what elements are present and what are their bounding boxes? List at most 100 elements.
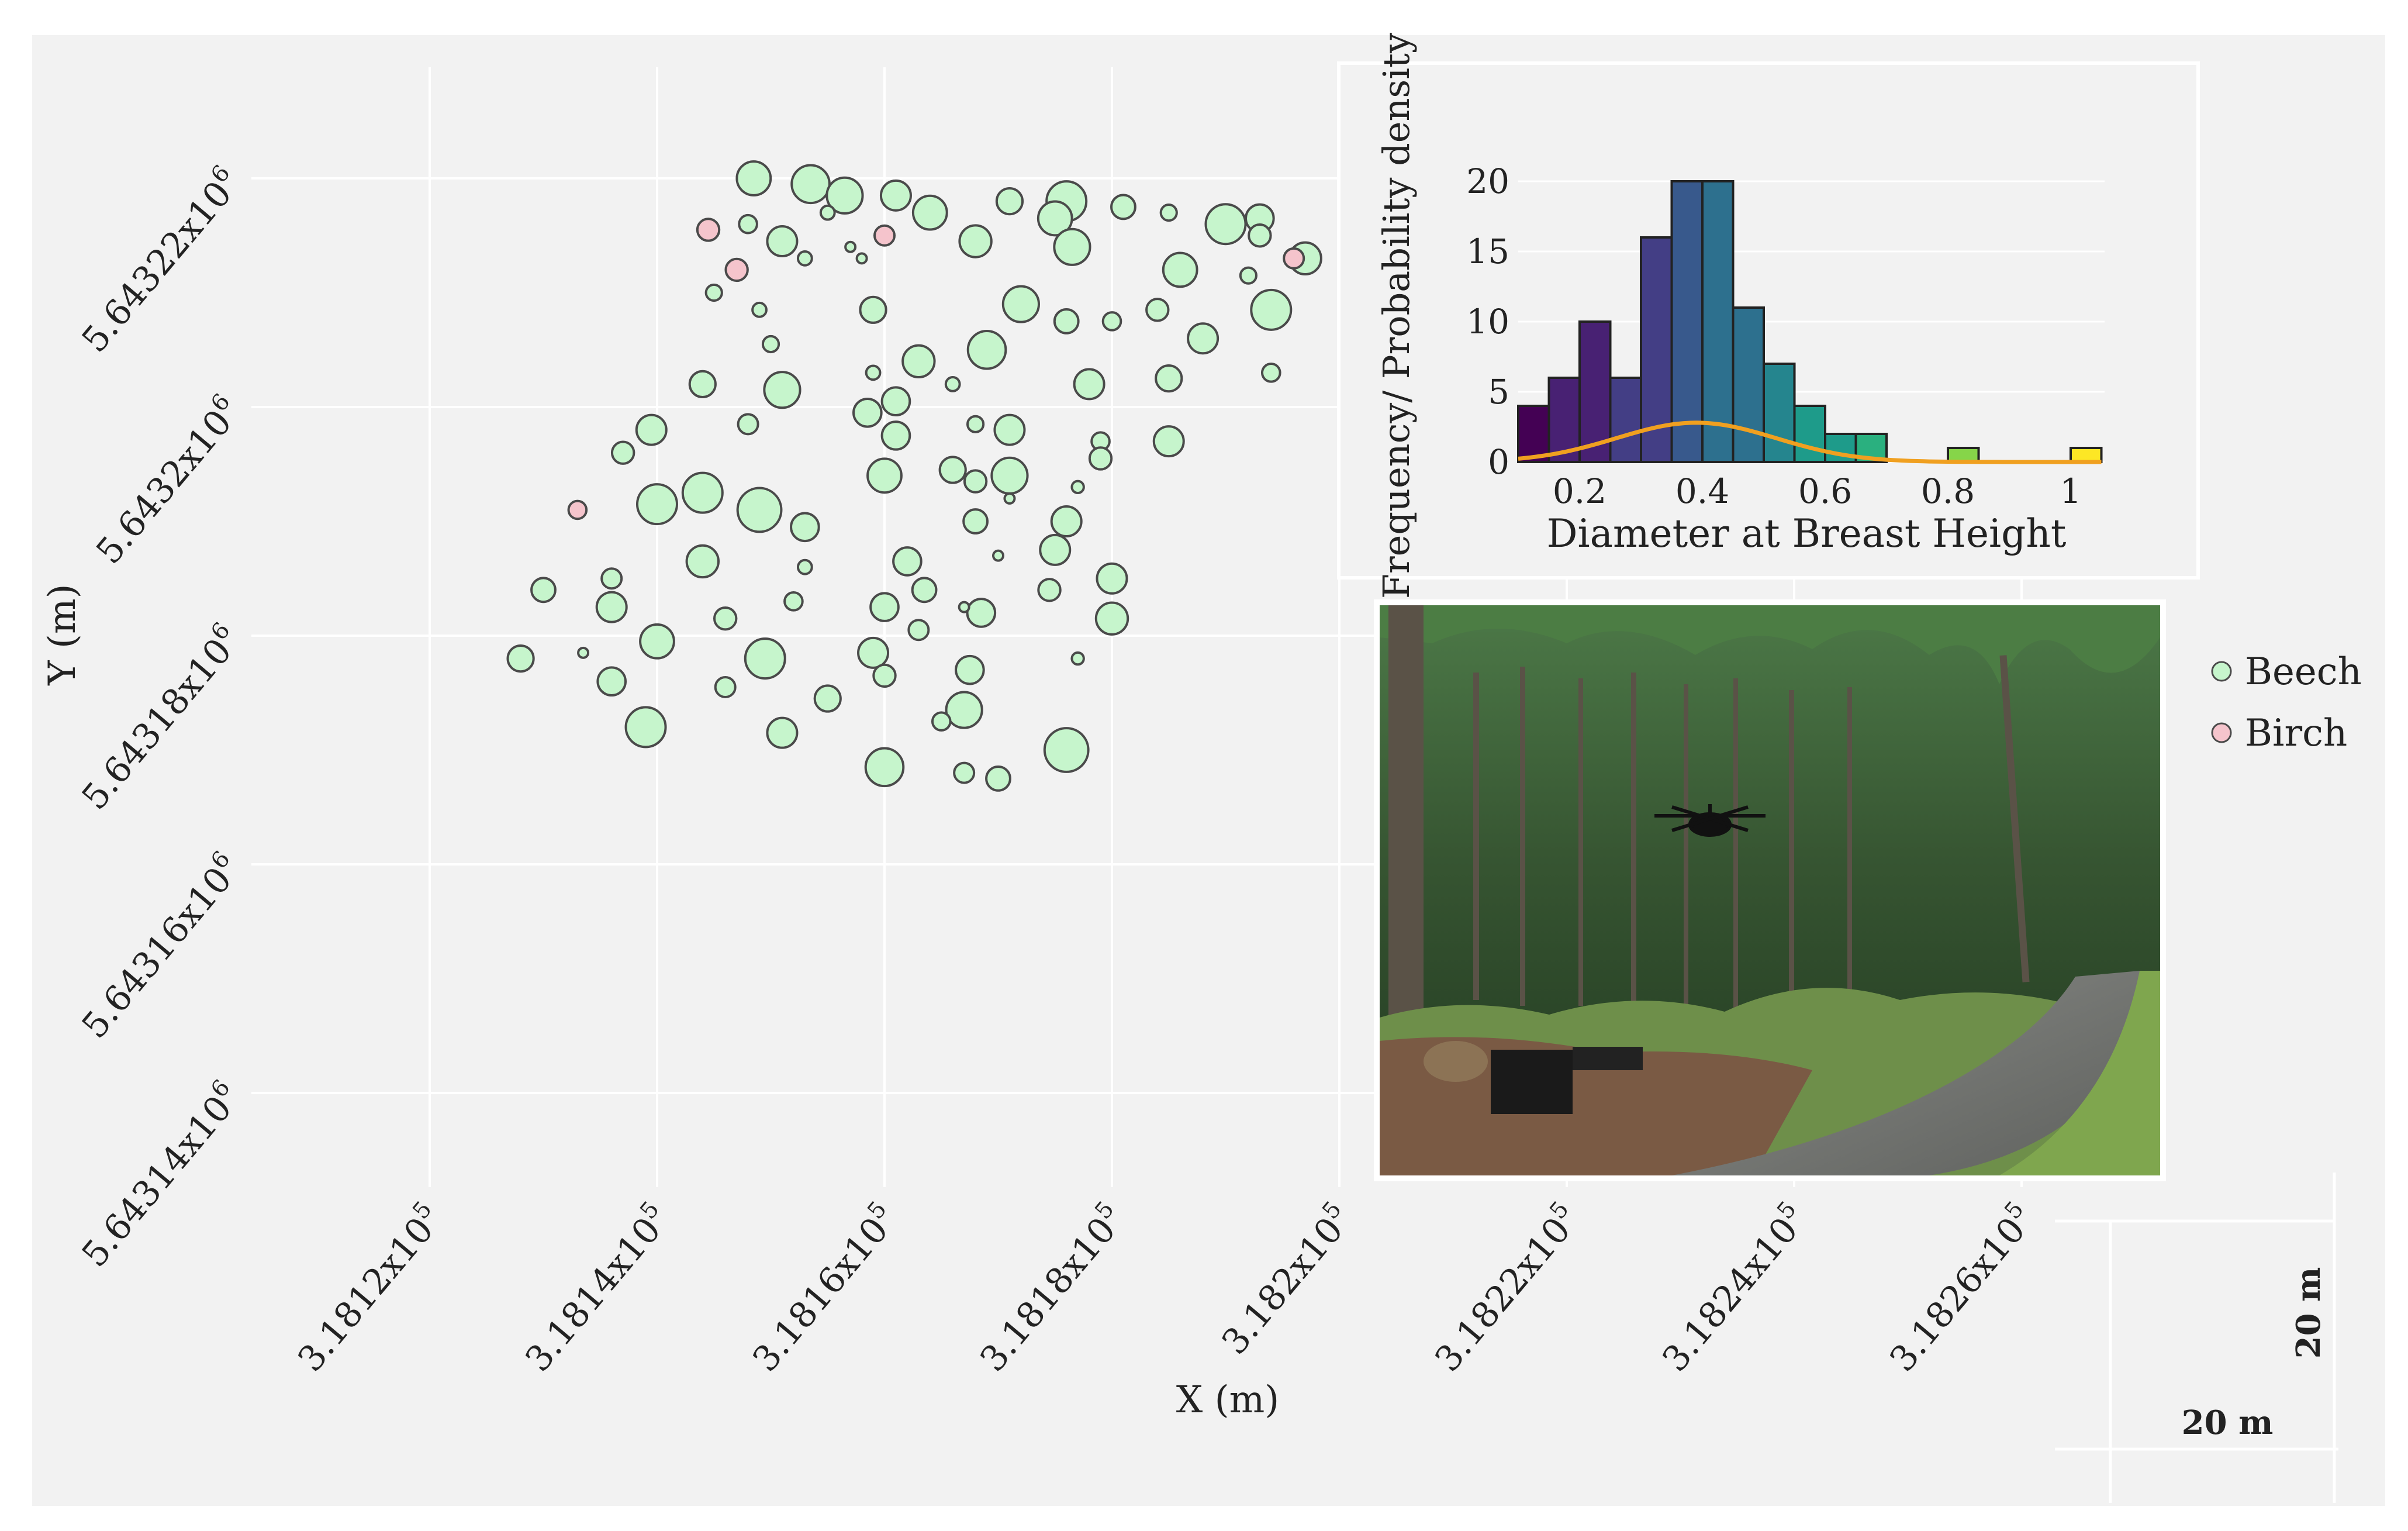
beech-tree-point [635, 413, 668, 446]
beech-tree-point [1037, 200, 1073, 237]
histogram-bar [1670, 180, 1704, 463]
beech-tree-point [819, 204, 836, 221]
photo-tree-trunks [1388, 605, 2030, 1038]
histogram-x-tick-label: 0.8 [1921, 471, 1975, 511]
beech-tree-point [685, 544, 720, 579]
beech-tree-point [738, 213, 758, 235]
beech-tree-point [859, 295, 887, 324]
histogram-y-tick-label: 5 [1488, 372, 1509, 412]
beech-tree-point [1039, 533, 1072, 566]
beech-tree-point [879, 179, 912, 212]
beech-tree-point [766, 716, 799, 749]
beech-tree-point [1073, 368, 1105, 401]
histogram-x-tick-label: 0.4 [1675, 471, 1729, 511]
beech-tree-point [624, 706, 667, 749]
photo-equipment-case [1491, 1050, 1573, 1114]
beech-tree-point [857, 636, 890, 669]
beech-tree-point [1001, 285, 1041, 323]
birch-tree-point [696, 218, 721, 242]
beech-tree-point [865, 364, 882, 381]
beech-tree-point [892, 546, 923, 577]
photo-log [1424, 1041, 1488, 1082]
beech-tree-point [595, 591, 628, 623]
beech-tree-point [736, 487, 783, 533]
histogram-y-label: Frequency/ Probability density [1375, 33, 1418, 599]
beech-tree-point [866, 457, 903, 494]
drone-icon [1654, 804, 1766, 837]
beech-tree-point [688, 370, 717, 399]
beech-tree-point [855, 252, 868, 265]
legend-beech-marker [2211, 661, 2232, 682]
histogram-x-tick-label: 1 [2060, 471, 2082, 511]
beech-tree-point [737, 413, 759, 436]
photo-road [1672, 971, 2140, 1175]
x-axis-label: X (m) [1176, 1378, 1280, 1422]
histogram-x-label: Diameter at Breast Height [1547, 511, 2067, 556]
histogram-x-tick-label: 0.6 [1798, 471, 1852, 511]
beech-tree-point [953, 761, 976, 784]
beech-tree-point [880, 420, 911, 451]
beech-tree-point [1043, 727, 1090, 773]
beech-tree-point [763, 371, 801, 409]
beech-tree-point [735, 160, 772, 196]
beech-tree-point [506, 644, 535, 673]
beech-tree-point [1162, 251, 1198, 288]
photo-forest-floor [1380, 1037, 1812, 1175]
photo-canopy [1380, 605, 2160, 1026]
histogram-bar [1793, 405, 1826, 463]
beech-tree-point [1248, 223, 1272, 248]
histogram-bar [1732, 306, 1765, 463]
legend-beech-label: Beech [2245, 650, 2362, 694]
beech-tree-point [639, 623, 675, 660]
scale-bar: 20 m 20 m [2055, 1173, 2338, 1503]
beech-tree-point [1094, 601, 1129, 636]
beech-tree-point [825, 176, 864, 215]
histogram-bar [1763, 363, 1796, 463]
beech-tree-point [880, 386, 911, 417]
legend-birch-label: Birch [2245, 712, 2347, 755]
beech-tree-point [966, 415, 985, 433]
beech-tree-point [907, 619, 930, 642]
beech-tree-point [958, 601, 970, 613]
beech-tree-point [962, 508, 989, 535]
beech-tree-point [1152, 425, 1185, 458]
scatter-points [506, 160, 1322, 792]
beech-tree-point [992, 549, 1004, 562]
histogram-y-tick-label: 20 [1466, 161, 1509, 201]
y-axis-label: Y (m) [41, 584, 84, 685]
beech-tree-point [1088, 446, 1113, 471]
scale-bar-horizontal-label: 20 m [2182, 1404, 2274, 1442]
beech-tree-point [636, 483, 678, 526]
histogram-y-tick-label: 10 [1466, 302, 1509, 342]
beech-tree-point [901, 344, 936, 378]
legend: Beech Birch [2211, 650, 2362, 755]
photo-canopy-top [1380, 605, 2160, 684]
beech-tree-point [766, 225, 799, 258]
beech-tree-point [985, 765, 1011, 792]
beech-tree-point [1070, 480, 1085, 495]
beech-tree-point [966, 329, 1007, 370]
beech-tree-point [596, 666, 627, 696]
histogram-x-ticks: 0.2 0.4 0.6 0.8 1 [1553, 471, 2082, 511]
beech-tree-point [990, 456, 1029, 495]
beech-tree-point [704, 283, 723, 302]
beech-tree-point [796, 250, 813, 267]
beech-tree-point [869, 592, 900, 622]
beech-tree-point [790, 512, 820, 543]
beech-tree-point [1003, 492, 1016, 505]
beech-tree-point [844, 240, 857, 253]
beech-tree-point [958, 224, 993, 258]
histogram-y-tick-label: 15 [1466, 232, 1509, 271]
histogram-frame [1337, 61, 2200, 580]
histogram-bar [2070, 447, 2103, 463]
beech-tree-point [744, 637, 786, 680]
scale-bar-vertical-label: 20 m [2289, 1267, 2328, 1359]
beech-tree-point [1145, 298, 1170, 322]
beech-tree-point [993, 413, 1026, 446]
beech-tree-point [530, 577, 557, 604]
histogram-bar [1609, 377, 1642, 463]
beech-tree-point [577, 646, 590, 659]
beech-tree-point [1250, 288, 1293, 331]
beech-tree-point [813, 684, 842, 713]
histogram-bar [1701, 180, 1735, 463]
